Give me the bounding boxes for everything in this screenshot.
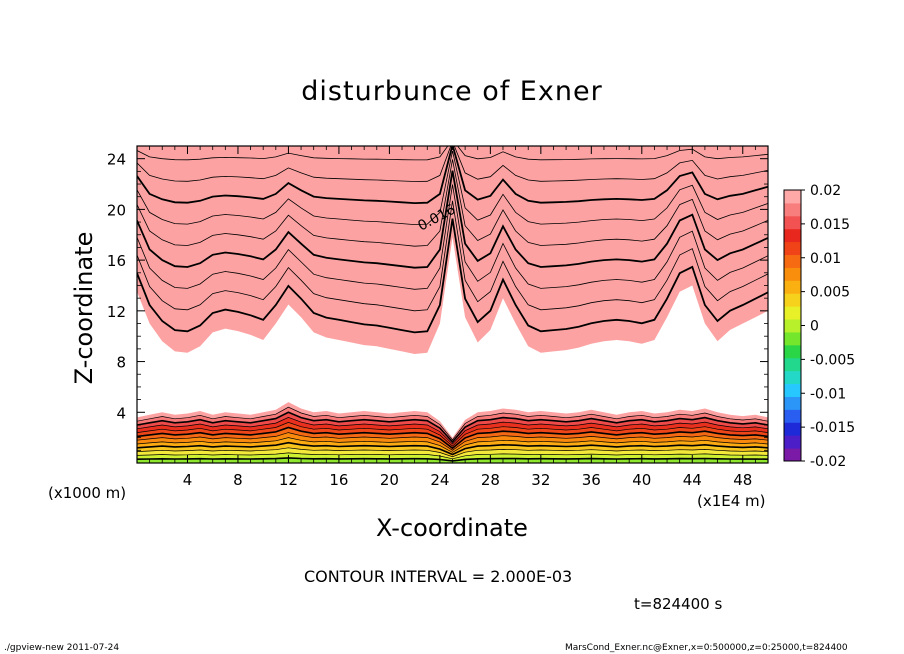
colorbar-swatch (784, 228, 801, 243)
upper-contour-line-7 (137, 184, 768, 290)
x-tick-label: 16 (329, 471, 348, 489)
colorbar-swatch (784, 215, 801, 230)
x-tick-label: 40 (632, 471, 651, 489)
contour-interval-text: CONTOUR INTERVAL = 2.000E-03 (304, 567, 573, 586)
x-tick-label: 36 (582, 471, 601, 489)
x-tick-label: 44 (683, 471, 702, 489)
lower-contour-line-7 (137, 437, 768, 453)
colorbar-swatch (784, 293, 801, 307)
colorbar-swatch (784, 357, 801, 372)
colorbar-tick-label: -0.015 (810, 420, 855, 436)
y-tick-label: 12 (107, 303, 126, 321)
x-tick-label: 12 (279, 471, 298, 489)
lower-contour-line-2 (137, 411, 768, 444)
colorbar-swatch (784, 267, 801, 281)
x-tick-label: 4 (183, 471, 193, 489)
x-tick-label: 32 (531, 471, 550, 489)
colorbar-swatch (784, 422, 801, 436)
colorbar-swatch (784, 190, 801, 204)
colorbar-tick-label: 0.02 (810, 183, 841, 199)
upper-contour-line-4 (137, 150, 768, 226)
x-tick-label: 24 (430, 471, 449, 489)
colorbar-swatch (784, 383, 801, 397)
x-axis-label: X-coordinate (376, 514, 528, 542)
time-label: t=824400 s (634, 595, 723, 613)
x-unit-label: (x1000 m) (48, 484, 127, 502)
footer-right: MarsCond_Exner.nc@Exner,x=0:500000,z=0:2… (565, 643, 848, 653)
colorbar-tick-label: 0.005 (810, 285, 850, 301)
colorbar-tick-label: -0.005 (810, 352, 855, 368)
x-tick-label: 20 (380, 471, 399, 489)
colorbar-swatch (784, 254, 801, 268)
y-tick-label: 4 (116, 404, 126, 422)
upper-contour-line-8 (137, 200, 768, 312)
y-tick-label: 16 (107, 252, 126, 270)
contour-lines (137, 146, 768, 462)
upper-contour-line-1 (137, 146, 768, 161)
colorbar-swatch (784, 396, 801, 410)
colorbar-swatch (784, 409, 801, 423)
upper-contour-line-2 (137, 146, 768, 182)
lower-contour-line-3 (137, 417, 768, 445)
colorbar-swatch (784, 202, 801, 217)
x-tick-label: 48 (733, 471, 752, 489)
footer-left: ./gpview-new 2011-07-24 (4, 643, 120, 653)
upper-contour-line-5 (137, 159, 768, 247)
upper-contour-line-9 (137, 218, 768, 334)
colorbar-swatch (784, 435, 801, 449)
upper-top-strip (137, 133, 768, 143)
colorbar-tick-label: -0.01 (810, 386, 846, 402)
colorbar-swatch (784, 331, 801, 346)
chart-title: disturbunce of Exner (301, 76, 603, 107)
lower-contour-line-1 (137, 406, 768, 441)
colorbar-swatch (784, 319, 801, 333)
lower-contour-line-9 (137, 447, 768, 458)
colorbar-tick-label: 0.01 (810, 251, 841, 267)
y-tick-label: 24 (107, 151, 126, 169)
colorbar-swatch (784, 280, 801, 294)
colorbar-swatch (784, 370, 801, 385)
colorbar-swatch (784, 344, 801, 359)
y-tick-label: 8 (116, 354, 126, 372)
lower-contour-line-5 (137, 426, 768, 450)
y-axis-label: Z-coordinate (70, 231, 98, 385)
x-tick-label: 8 (233, 471, 243, 489)
colorbar-tick-label: 0.015 (810, 217, 850, 233)
y-tick-label: 20 (107, 201, 126, 219)
upper-contour-line-3 (137, 146, 768, 205)
lower-contour-line-10 (137, 452, 768, 460)
colorbar-tick-label: -0.02 (810, 454, 846, 470)
colorbar-swatch (784, 241, 801, 256)
colorbar-swatch (784, 306, 801, 320)
colorbar-tick-label: 0 (810, 319, 819, 335)
upper-band-9 (137, 146, 768, 354)
x-tick-label: 28 (481, 471, 500, 489)
lower-contour-line-8 (137, 441, 768, 456)
colorbar: 0.02 0.015 0.01 0.005 0 -0.005 -0.01 -0.015 -0.0… (783, 183, 855, 470)
lower-contour-line-4 (137, 422, 768, 447)
lower-contour-line-6 (137, 432, 768, 451)
x-unit-label-right: (x1E4 m) (697, 492, 766, 510)
colorbar-swatch (784, 448, 801, 462)
upper-contour-line-6 (137, 170, 768, 269)
